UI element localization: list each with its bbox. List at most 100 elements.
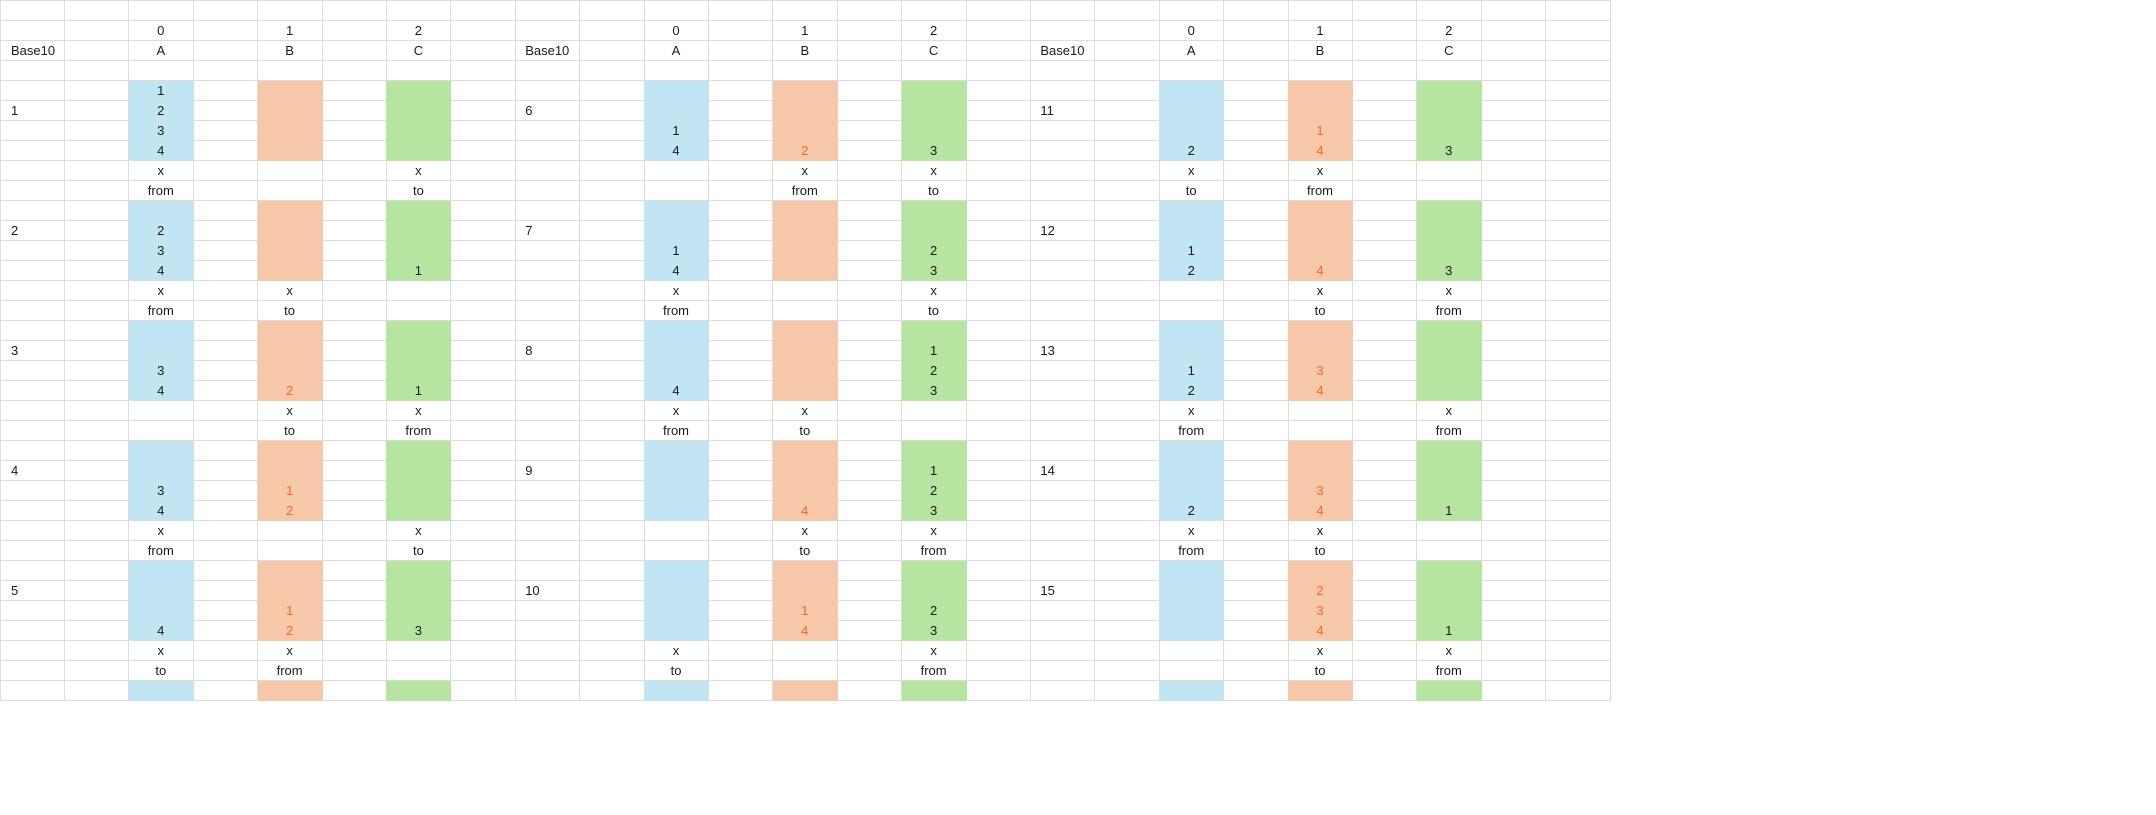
move-mark[interactable]: x: [1159, 521, 1225, 541]
col-index-cell[interactable]: [708, 21, 774, 41]
move-role[interactable]: [257, 541, 323, 561]
sheet-cell[interactable]: [1223, 261, 1289, 281]
sheet-cell[interactable]: [966, 661, 1031, 681]
sheet-cell[interactable]: [450, 341, 516, 361]
tower-a-cell[interactable]: [644, 581, 709, 601]
tower-b-cell[interactable]: 3: [1288, 361, 1353, 381]
sheet-cell[interactable]: [1094, 521, 1160, 541]
sheet-cell[interactable]: [1481, 61, 1547, 81]
sheet-cell[interactable]: [579, 0, 645, 21]
sheet-cell[interactable]: [1223, 381, 1289, 401]
sheet-cell[interactable]: [1545, 141, 1611, 161]
sheet-cell[interactable]: [1481, 161, 1547, 181]
sheet-cell[interactable]: [64, 441, 130, 461]
sheet-cell[interactable]: [193, 641, 259, 661]
sheet-cell[interactable]: [1223, 221, 1289, 241]
sheet-cell[interactable]: [515, 121, 581, 141]
tower-a-cell[interactable]: [644, 201, 709, 221]
tower-b-cell[interactable]: [1288, 241, 1353, 261]
state-label[interactable]: 5: [0, 581, 65, 601]
state-label[interactable]: 13: [1030, 341, 1096, 361]
peg-header-cell[interactable]: [966, 41, 1031, 61]
move-role[interactable]: to: [1288, 661, 1353, 681]
sheet-cell[interactable]: [1030, 421, 1096, 441]
sheet-cell[interactable]: [515, 541, 581, 561]
sheet-cell[interactable]: [1094, 101, 1160, 121]
move-role[interactable]: from: [1159, 421, 1225, 441]
sheet-cell[interactable]: [1094, 61, 1160, 81]
tower-a-cell[interactable]: 2: [1159, 501, 1225, 521]
sheet-cell[interactable]: [1352, 401, 1418, 421]
sheet-cell[interactable]: [837, 681, 903, 701]
sheet-cell[interactable]: [966, 221, 1031, 241]
tower-c-cell[interactable]: 2: [901, 481, 967, 501]
sheet-cell[interactable]: [708, 161, 774, 181]
sheet-cell[interactable]: [1094, 241, 1160, 261]
sheet-cell[interactable]: [0, 321, 65, 341]
sheet-cell[interactable]: [1094, 501, 1160, 521]
sheet-cell[interactable]: [1223, 561, 1289, 581]
sheet-cell[interactable]: [1288, 681, 1353, 701]
sheet-cell[interactable]: [1223, 501, 1289, 521]
tower-c-cell[interactable]: [901, 221, 967, 241]
sheet-cell[interactable]: [1545, 301, 1611, 321]
sheet-cell[interactable]: [1030, 261, 1096, 281]
sheet-cell[interactable]: [579, 461, 645, 481]
tower-c-cell[interactable]: [386, 441, 452, 461]
state-label[interactable]: 2: [0, 221, 65, 241]
sheet-cell[interactable]: [1481, 621, 1547, 641]
tower-a-cell[interactable]: [644, 601, 709, 621]
col-index-cell[interactable]: 1: [257, 21, 323, 41]
sheet-cell[interactable]: [1481, 561, 1547, 581]
tower-b-cell[interactable]: 4: [1288, 501, 1353, 521]
sheet-cell[interactable]: [64, 181, 130, 201]
sheet-cell[interactable]: [644, 0, 709, 21]
sheet-cell[interactable]: [515, 681, 581, 701]
move-mark[interactable]: x: [128, 521, 194, 541]
move-mark[interactable]: x: [257, 401, 323, 421]
sheet-cell[interactable]: [515, 561, 581, 581]
move-mark[interactable]: [772, 641, 838, 661]
tower-c-cell[interactable]: 3: [901, 261, 967, 281]
sheet-cell[interactable]: [708, 221, 774, 241]
sheet-cell[interactable]: [1481, 481, 1547, 501]
sheet-cell[interactable]: [708, 101, 774, 121]
tower-a-cell[interactable]: [1159, 621, 1225, 641]
sheet-cell[interactable]: [193, 621, 259, 641]
sheet-cell[interactable]: [193, 261, 259, 281]
sheet-cell[interactable]: [322, 601, 387, 621]
tower-b-cell[interactable]: [772, 121, 838, 141]
sheet-cell[interactable]: [1545, 321, 1611, 341]
sheet-cell[interactable]: [1545, 421, 1611, 441]
sheet-cell[interactable]: [515, 321, 581, 341]
peg-header-cell[interactable]: [579, 41, 645, 61]
move-mark[interactable]: [901, 401, 967, 421]
sheet-cell[interactable]: [901, 681, 967, 701]
tower-a-cell[interactable]: [1159, 581, 1225, 601]
tower-c-cell[interactable]: [1416, 601, 1482, 621]
sheet-cell[interactable]: [837, 441, 903, 461]
sheet-cell[interactable]: [1545, 621, 1611, 641]
sheet-cell[interactable]: [837, 381, 903, 401]
sheet-cell[interactable]: [1545, 261, 1611, 281]
sheet-cell[interactable]: [1030, 281, 1096, 301]
move-role[interactable]: to: [386, 541, 452, 561]
sheet-cell[interactable]: [450, 401, 516, 421]
move-role[interactable]: from: [644, 301, 709, 321]
move-mark[interactable]: x: [128, 161, 194, 181]
sheet-cell[interactable]: [193, 581, 259, 601]
tower-b-cell[interactable]: [257, 321, 323, 341]
tower-c-cell[interactable]: [386, 501, 452, 521]
sheet-cell[interactable]: [1094, 621, 1160, 641]
col-index-cell[interactable]: 0: [1159, 21, 1225, 41]
sheet-cell[interactable]: [0, 641, 65, 661]
sheet-cell[interactable]: [386, 681, 452, 701]
sheet-cell[interactable]: [64, 521, 130, 541]
tower-a-cell[interactable]: 4: [128, 621, 194, 641]
sheet-cell[interactable]: [515, 201, 581, 221]
sheet-cell[interactable]: [837, 221, 903, 241]
sheet-cell[interactable]: [708, 521, 774, 541]
sheet-cell[interactable]: [1481, 281, 1547, 301]
sheet-cell[interactable]: [1545, 341, 1611, 361]
sheet-cell[interactable]: [1094, 341, 1160, 361]
